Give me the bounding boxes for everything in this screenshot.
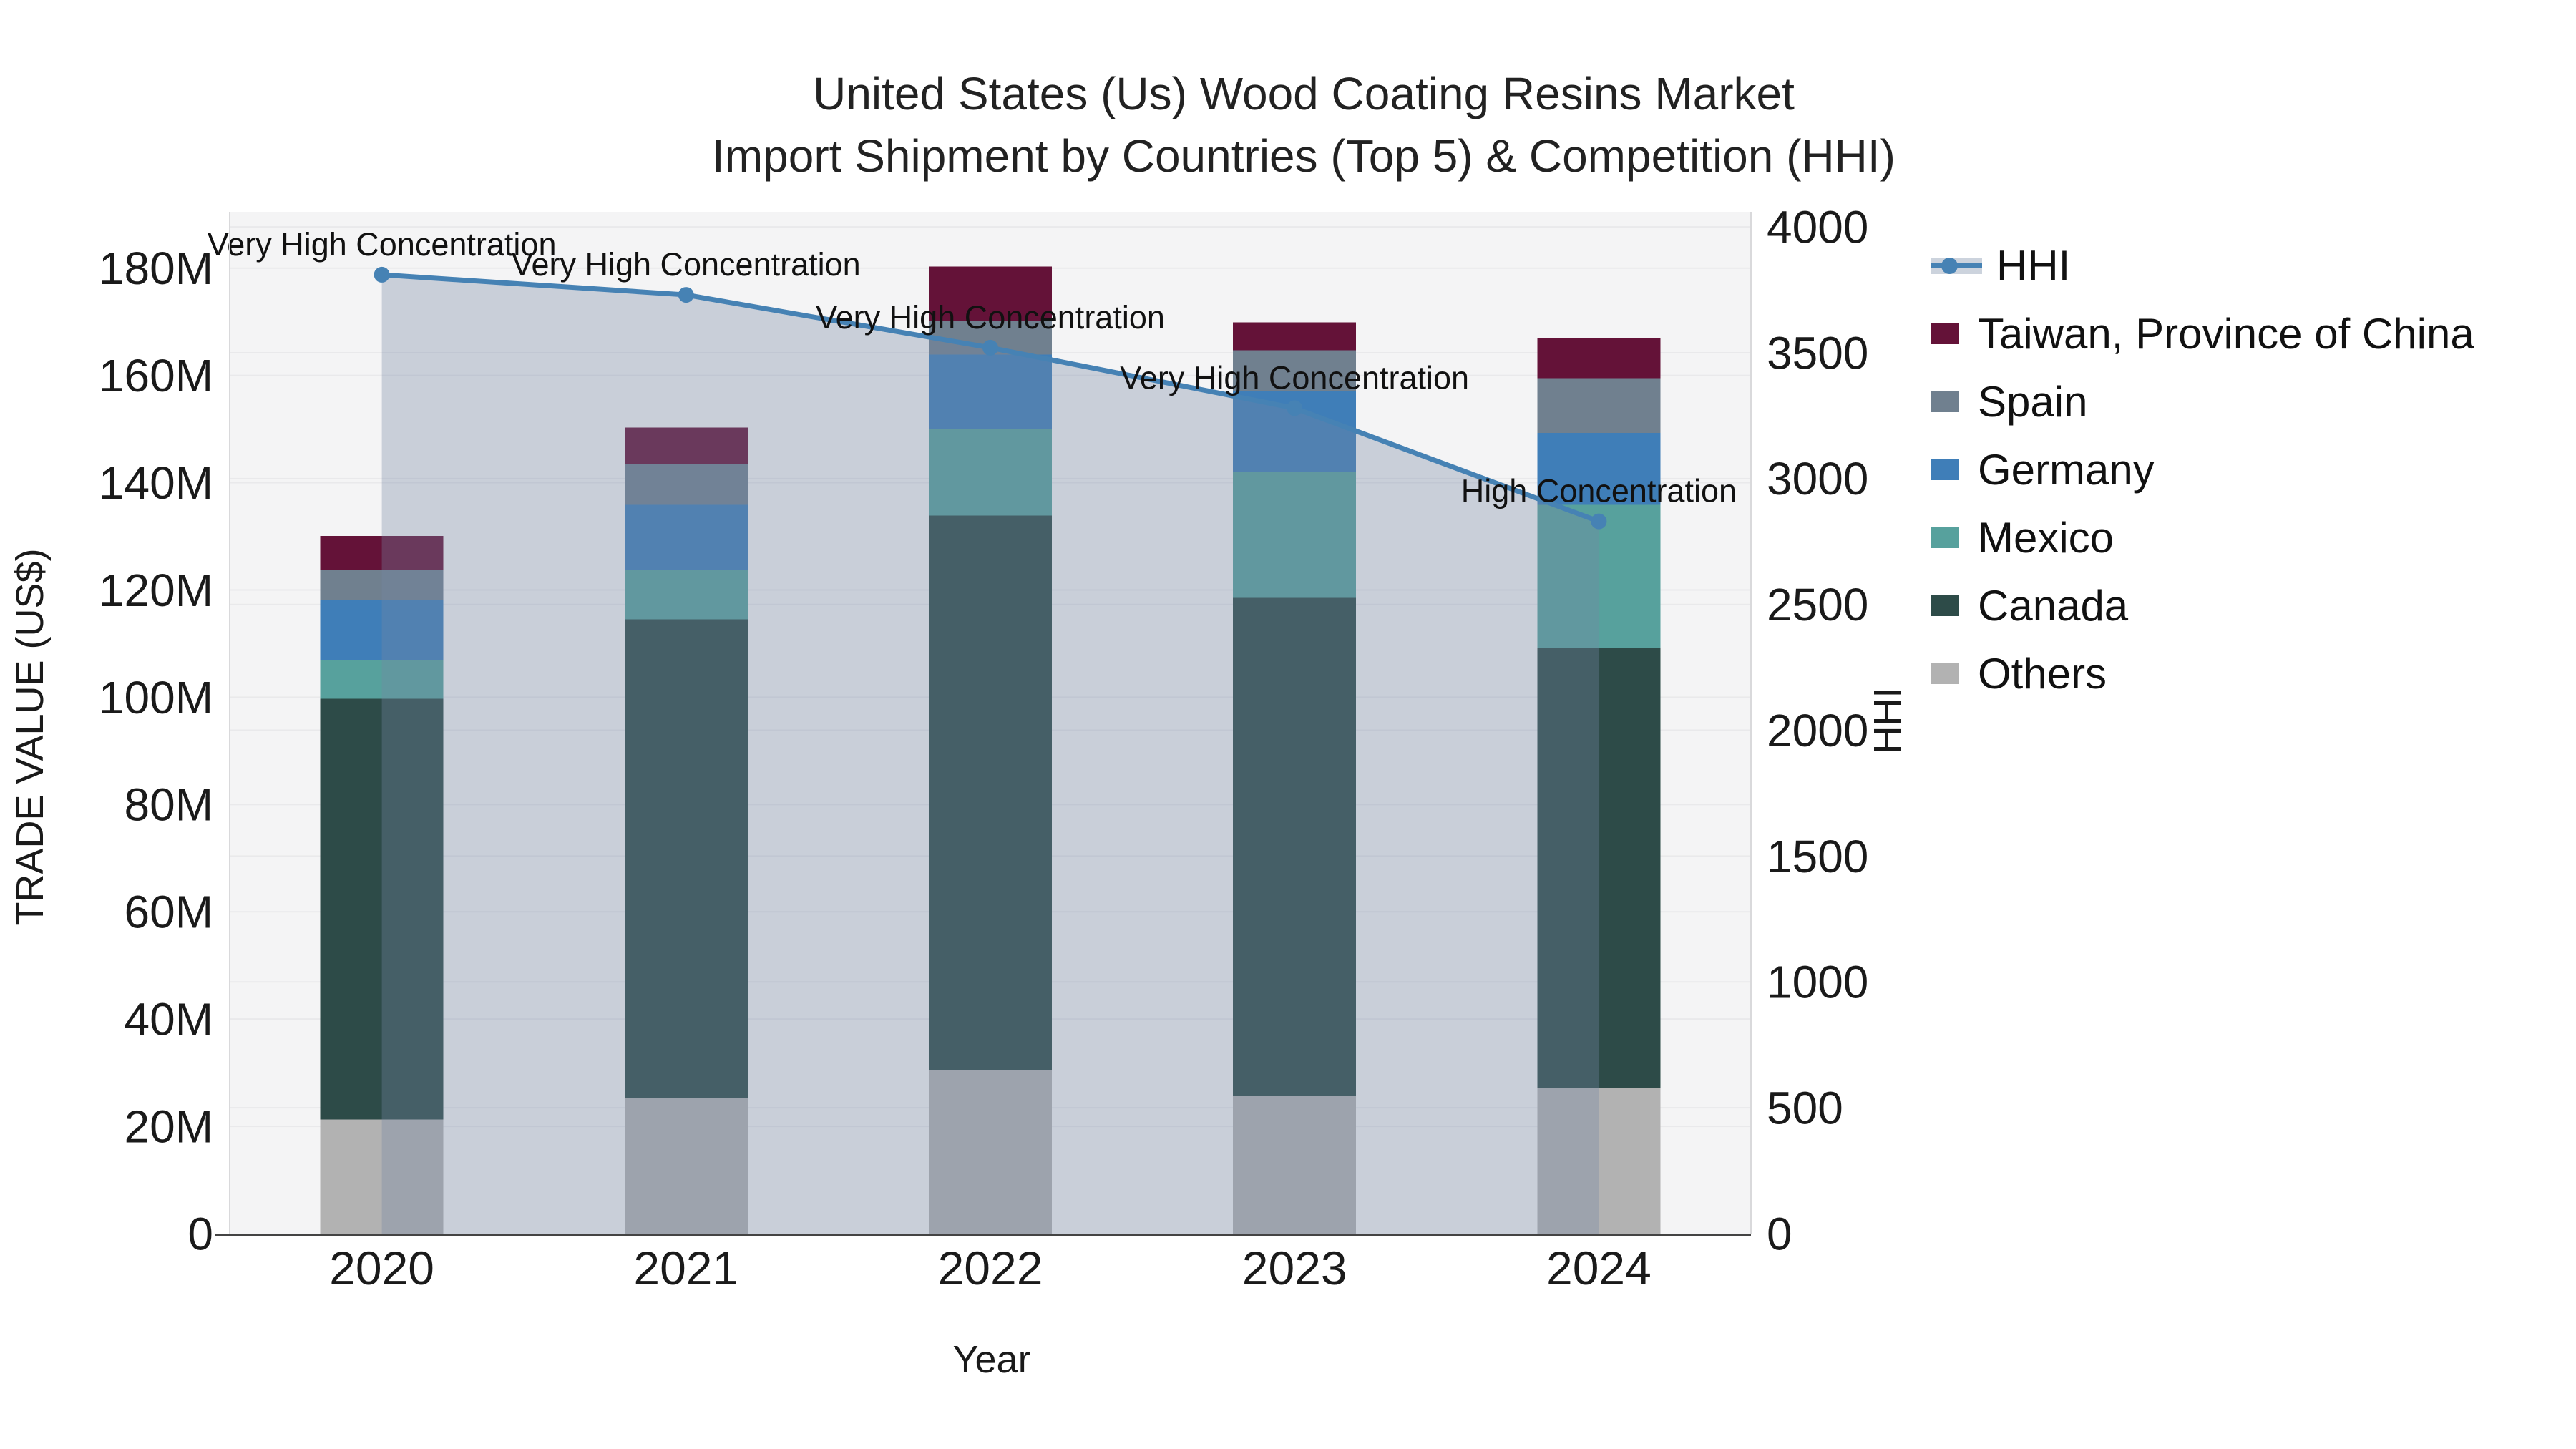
legend-swatch-mexico: [1931, 527, 1959, 548]
y-tick-20M: 20M: [125, 1101, 214, 1152]
bar-segment-taiwan-province-of-china-2023[interactable]: [1233, 322, 1357, 351]
y2-tick-3500: 3500: [1767, 327, 1868, 379]
bar-segment-canada-2022[interactable]: [929, 515, 1052, 1071]
chart-title-line1: United States (Us) Wood Coating Resins M…: [813, 68, 1795, 119]
bar-segment-germany-2024[interactable]: [1537, 432, 1661, 505]
annotation-2024: High Concentration: [1461, 473, 1737, 509]
y-tick-80M: 80M: [125, 779, 214, 831]
y-tick-180M: 180M: [99, 243, 213, 294]
chart-title-line2: Import Shipment by Countries (Top 5) & C…: [712, 130, 1896, 182]
bar-segment-canada-2021[interactable]: [624, 619, 748, 1098]
bar-segment-others-2024[interactable]: [1537, 1088, 1661, 1234]
hhi-marker-2022[interactable]: [982, 339, 998, 356]
bar-segment-taiwan-province-of-china-2024[interactable]: [1537, 338, 1661, 379]
bar-segment-spain-2023[interactable]: [1233, 350, 1357, 391]
bar-segment-spain-2020[interactable]: [320, 570, 444, 600]
y2-tick-2000: 2000: [1767, 705, 1868, 756]
annotation-2023: Very High Concentration: [1120, 359, 1469, 396]
y2-tick-1000: 1000: [1767, 957, 1868, 1008]
legend-hhi-marker-dot: [1941, 258, 1958, 274]
bar-segment-canada-2020[interactable]: [320, 698, 444, 1120]
y2-tick-2500: 2500: [1767, 579, 1868, 630]
bar-segment-canada-2024[interactable]: [1537, 648, 1661, 1088]
bar-segment-taiwan-province-of-china-2020[interactable]: [320, 535, 444, 570]
annotation-2020: Very High Concentration: [208, 226, 557, 263]
x-axis-title: Year: [952, 1338, 1031, 1381]
bar-segment-germany-2022[interactable]: [929, 354, 1052, 429]
y-tick-100M: 100M: [99, 672, 213, 723]
y2-tick-1500: 1500: [1767, 831, 1868, 882]
bar-segment-mexico-2020[interactable]: [320, 659, 444, 699]
annotation-2021: Very High Concentration: [512, 246, 861, 283]
legend-label-mexico: Mexico: [1978, 513, 2114, 562]
y-tick-160M: 160M: [99, 350, 213, 401]
legend-label-germany: Germany: [1978, 445, 2155, 494]
y2-tick-3000: 3000: [1767, 453, 1868, 504]
chart-title: United States (Us) Wood Coating Resins M…: [16, 63, 2576, 187]
y-tick-140M: 140M: [99, 457, 213, 509]
bar-segment-others-2023[interactable]: [1233, 1096, 1357, 1234]
legend-item-others[interactable]: Others: [1931, 649, 2474, 698]
bar-segment-mexico-2022[interactable]: [929, 428, 1052, 516]
y2-tick-500: 500: [1767, 1083, 1843, 1134]
legend-swatch-spain: [1931, 391, 1959, 412]
bar-segment-germany-2021[interactable]: [624, 504, 748, 570]
bar-segment-spain-2024[interactable]: [1537, 378, 1661, 433]
bar-segment-canada-2023[interactable]: [1233, 597, 1357, 1096]
legend-swatch-canada: [1931, 595, 1959, 616]
bar-segment-others-2020[interactable]: [320, 1119, 444, 1234]
x-tick-2023: 2023: [1242, 1241, 1347, 1294]
hhi-marker-2024[interactable]: [1591, 513, 1607, 530]
y-axis-title: TRADE VALUE (US$): [9, 548, 52, 926]
bar-segment-mexico-2023[interactable]: [1233, 472, 1357, 598]
x-tick-2022: 2022: [938, 1241, 1043, 1294]
bar-segment-spain-2021[interactable]: [624, 464, 748, 505]
legend-item-germany[interactable]: Germany: [1931, 445, 2474, 494]
legend-label-others: Others: [1978, 649, 2107, 698]
bar-segment-others-2021[interactable]: [624, 1098, 748, 1234]
annotation-2022: Very High Concentration: [816, 299, 1165, 336]
legend-hhi-line-icon: [1931, 255, 1982, 276]
legend-swatch-others: [1931, 663, 1959, 684]
y-tick-60M: 60M: [125, 887, 214, 938]
legend-swatch-taiwan: [1931, 323, 1959, 344]
hhi-marker-2021[interactable]: [678, 287, 694, 303]
y2-tick-0: 0: [1767, 1208, 1792, 1259]
bar-segment-germany-2020[interactable]: [320, 599, 444, 660]
legend-item-taiwan[interactable]: Taiwan, Province of China: [1931, 309, 2474, 358]
hhi-marker-2020[interactable]: [374, 266, 390, 283]
legend-label-taiwan: Taiwan, Province of China: [1978, 309, 2474, 358]
y-tick-0: 0: [187, 1208, 213, 1259]
bar-segment-taiwan-province-of-china-2021[interactable]: [624, 427, 748, 465]
x-tick-2024: 2024: [1546, 1241, 1652, 1294]
legend-item-canada[interactable]: Canada: [1931, 581, 2474, 630]
y-tick-40M: 40M: [125, 994, 214, 1045]
y2-axis-title: HHI: [1866, 687, 1909, 754]
legend-label-hhi: HHI: [1996, 241, 2071, 290]
bar-segment-others-2022[interactable]: [929, 1070, 1052, 1234]
legend-label-canada: Canada: [1978, 581, 2129, 630]
x-tick-2021: 2021: [633, 1241, 738, 1294]
legend-item-mexico[interactable]: Mexico: [1931, 513, 2474, 562]
y-tick-120M: 120M: [99, 565, 213, 616]
x-tick-2020: 2020: [329, 1241, 434, 1294]
bar-segment-mexico-2021[interactable]: [624, 569, 748, 620]
legend-label-spain: Spain: [1978, 377, 2088, 426]
legend-item-spain[interactable]: Spain: [1931, 377, 2474, 426]
bar-segment-taiwan-province-of-china-2022[interactable]: [929, 266, 1052, 321]
hhi-marker-2023[interactable]: [1287, 400, 1303, 416]
legend: HHI Taiwan, Province of China Spain Germany…: [1931, 242, 2474, 720]
hhi-fill-area: [381, 274, 1599, 1234]
legend-swatch-germany: [1931, 459, 1959, 480]
y2-tick-4000: 4000: [1767, 202, 1868, 253]
legend-item-hhi[interactable]: HHI: [1931, 242, 2474, 290]
